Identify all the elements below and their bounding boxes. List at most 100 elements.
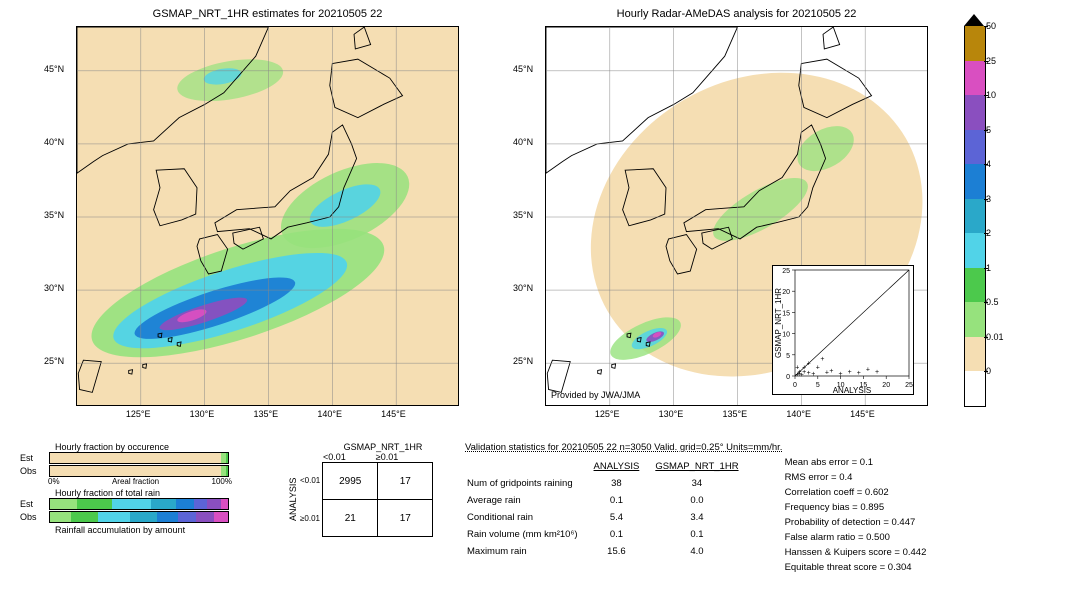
colorbar-segment (964, 130, 986, 165)
stat-metric: Equitable threat score = 0.304 (785, 562, 927, 573)
stat-label: Conditional rain (467, 510, 592, 525)
stat-metric: RMS error = 0.4 (785, 472, 927, 483)
xtick-label: 145°E (850, 409, 875, 419)
xtick-label: 130°E (659, 409, 684, 419)
hf-title3: Rainfall accumulation by amount (55, 525, 245, 535)
stat-gsmap: 0.1 (655, 527, 752, 542)
cont-cell-11: 17 (378, 500, 433, 537)
ytick-label: 40°N (44, 137, 64, 147)
ytick-label: 30°N (513, 283, 533, 293)
xtick-label: 135°E (254, 409, 279, 419)
cont-col0: <0.01 (323, 452, 346, 462)
stat-metric: Mean abs error = 0.1 (785, 457, 927, 468)
svg-text:15: 15 (782, 310, 790, 317)
colorbar-segment (964, 61, 986, 96)
ytick-label: 45°N (44, 64, 64, 74)
svg-text:+: + (798, 369, 802, 376)
hf2-row-est: Est (20, 499, 45, 509)
colorbar-segment (964, 371, 986, 407)
cont-row1: ≥0.01 (300, 501, 320, 536)
svg-text:5: 5 (786, 353, 790, 360)
stat-metric: Correlation coeff = 0.602 (785, 487, 927, 498)
ytick-label: 25°N (44, 356, 64, 366)
hf-title1: Hourly fraction by occurence (55, 442, 245, 452)
hf-row-obs: Obs (20, 466, 45, 476)
colorbar-over-marker (964, 14, 984, 26)
stat-analysis: 0.1 (594, 493, 654, 508)
hourly-fraction-block: Hourly fraction by occurence Est Obs 0% … (20, 442, 245, 535)
totalrain-bar-obs (49, 511, 229, 523)
ytick-label: 40°N (513, 137, 533, 147)
svg-text:+: + (811, 371, 815, 378)
colorbar-tick: 0.01 (986, 332, 1004, 342)
cont-cell-10: 21 (323, 500, 378, 537)
colorbar-segment (964, 233, 986, 268)
svg-text:20: 20 (782, 289, 790, 296)
cont-col1: ≥0.01 (376, 452, 398, 462)
xtick-label: 145°E (381, 409, 406, 419)
svg-text:10: 10 (782, 332, 790, 339)
svg-text:0: 0 (786, 374, 790, 381)
stats-colh-g: GSMAP_NRT_1HR (655, 459, 752, 474)
left-map-title: GSMAP_NRT_1HR estimates for 20210505 22 (76, 8, 459, 20)
svg-text:+: + (829, 368, 833, 375)
stat-gsmap: 4.0 (655, 544, 752, 559)
pct100: 100% (212, 477, 232, 486)
svg-text:+: + (839, 371, 843, 378)
stats-left-table: ANALYSIS GSMAP_NRT_1HR Num of gridpoints… (465, 457, 755, 561)
xtick-label: 130°E (190, 409, 215, 419)
svg-text:5: 5 (816, 382, 820, 389)
stat-label: Rain volume (mm km²10⁶) (467, 527, 592, 542)
stat-metric: Hanssen & Kuipers score = 0.442 (785, 547, 927, 558)
inset-scatter: 00551010151520202525+++++++++++++++++++A… (772, 265, 914, 395)
stat-gsmap: 0.0 (655, 493, 752, 508)
stat-label: Maximum rain (467, 544, 592, 559)
svg-text:20: 20 (882, 382, 890, 389)
pct0: 0% (48, 477, 60, 486)
hf-row-est: Est (20, 453, 45, 463)
svg-text:+: + (820, 356, 824, 363)
occurrence-bar-obs (49, 465, 229, 477)
stat-analysis: 5.4 (594, 510, 654, 525)
cont-row0: <0.01 (300, 463, 320, 498)
areal-label: Areal fraction (112, 477, 159, 486)
left-map-panel (76, 26, 459, 406)
right-map-title: Hourly Radar-AMeDAS analysis for 2021050… (545, 8, 928, 20)
cont-row-axis: ANALYSIS (288, 462, 300, 537)
contingency-table: GSMAP_NRT_1HR <0.01 ≥0.01 ANALYSIS <0.01… (288, 442, 448, 537)
colorbar-segment (964, 268, 986, 303)
svg-text:0: 0 (793, 382, 797, 389)
stats-right-col: Mean abs error = 0.1 RMS error = 0.4 Corre… (785, 457, 927, 573)
svg-text:+: + (866, 367, 870, 374)
colorbar: 00.010.512345102550 (964, 26, 984, 406)
ytick-label: 25°N (513, 356, 533, 366)
totalrain-bar-est (49, 498, 229, 510)
stat-metric: Frequency bias = 0.895 (785, 502, 927, 513)
xtick-label: 125°E (595, 409, 620, 419)
svg-text:25: 25 (905, 382, 913, 389)
stats-block: Validation statistics for 20210505 22 n=… (465, 442, 1055, 573)
ytick-label: 30°N (44, 283, 64, 293)
hf2-row-obs: Obs (20, 512, 45, 522)
colorbar-segment (964, 337, 986, 372)
svg-text:25: 25 (782, 268, 790, 275)
svg-text:+: + (857, 370, 861, 377)
colorbar-segment (964, 95, 986, 130)
ytick-label: 35°N (513, 210, 533, 220)
colorbar-segment (964, 199, 986, 234)
colorbar-segment (964, 302, 986, 337)
svg-text:+: + (825, 370, 829, 377)
svg-text:+: + (802, 365, 806, 372)
cont-cell-00: 2995 (323, 463, 378, 500)
ytick-label: 35°N (44, 210, 64, 220)
svg-text:+: + (807, 370, 811, 377)
xtick-label: 140°E (786, 409, 811, 419)
xtick-label: 125°E (126, 409, 151, 419)
stat-gsmap: 34 (655, 476, 752, 491)
cont-cell-01: 17 (378, 463, 433, 500)
stat-analysis: 15.6 (594, 544, 654, 559)
svg-text:+: + (875, 369, 879, 376)
ytick-label: 45°N (513, 64, 533, 74)
svg-text:+: + (807, 360, 811, 367)
colorbar-segment (964, 26, 986, 61)
